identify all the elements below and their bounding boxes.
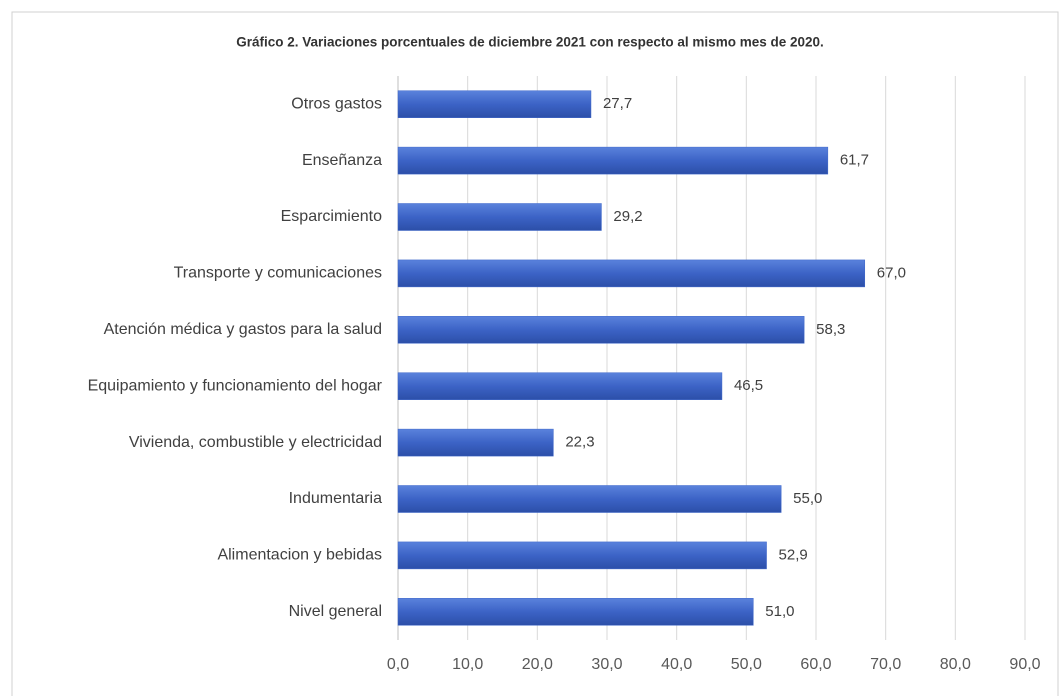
- data-label: 27,7: [603, 95, 632, 112]
- chart-frame: [11, 11, 1059, 696]
- data-label: 22,3: [565, 434, 594, 451]
- x-tick-label: 60,0: [800, 656, 831, 673]
- data-label: 46,5: [734, 377, 763, 394]
- bar: [397, 485, 782, 513]
- y-tick-label: Atención médica y gastos para la salud: [104, 321, 382, 338]
- data-label: 61,7: [840, 152, 869, 169]
- chart-title: Gráfico 2. Variaciones porcentuales de d…: [236, 35, 824, 50]
- data-label: 29,2: [613, 208, 642, 225]
- x-tick-label: 30,0: [591, 656, 622, 673]
- y-tick-label: Equipamiento y funcionamiento del hogar: [88, 377, 383, 394]
- y-tick-label: Indumentaria: [289, 490, 382, 507]
- y-tick-label: Esparcimiento: [281, 208, 382, 225]
- y-tick-label: Vivienda, combustible y electricidad: [129, 434, 382, 451]
- x-tick-label: 90,0: [1009, 656, 1040, 673]
- bar: [397, 372, 723, 400]
- bar: [397, 541, 767, 570]
- bar: [397, 90, 592, 118]
- x-tick-label: 20,0: [522, 656, 553, 673]
- data-label: 55,0: [793, 490, 822, 507]
- bar: [397, 316, 805, 344]
- bar: [397, 428, 554, 457]
- bar: [397, 259, 866, 288]
- x-tick-label: 10,0: [452, 656, 483, 673]
- data-label: 58,3: [816, 321, 845, 338]
- data-label: 51,0: [765, 603, 794, 620]
- data-label: 67,0: [877, 264, 906, 281]
- x-tick-label: 0,0: [387, 656, 409, 673]
- x-tick-label: 50,0: [731, 656, 762, 673]
- x-tick-label: 70,0: [870, 656, 901, 673]
- y-tick-label: Alimentacion y bebidas: [217, 547, 382, 564]
- bar: [397, 146, 829, 175]
- x-tick-label: 40,0: [661, 656, 692, 673]
- y-tick-label: Enseñanza: [302, 152, 382, 169]
- data-label: 52,9: [779, 546, 808, 563]
- x-tick-label: 80,0: [940, 656, 971, 673]
- y-tick-label: Nivel general: [289, 603, 382, 620]
- bar: [397, 203, 602, 231]
- y-tick-label: Otros gastos: [291, 95, 382, 112]
- y-tick-label: Transporte y comunicaciones: [174, 265, 382, 282]
- bar: [397, 598, 754, 626]
